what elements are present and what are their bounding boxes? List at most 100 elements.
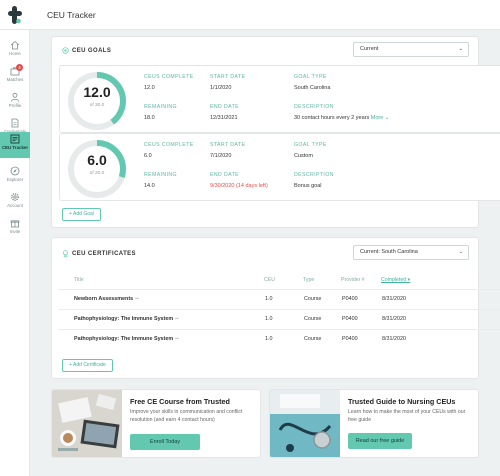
ceu-goals-heading: CEU GOALS: [62, 47, 111, 54]
certificate-title: Pathophysiology: The Immune System ∽: [74, 316, 179, 322]
end-date-label: END DATE: [210, 104, 240, 110]
promo-card-guide: Trusted Guide to Nursing CEUs Learn how …: [269, 389, 479, 458]
table-row[interactable]: Pathophysiology: The Immune System ∽ 1.0…: [59, 329, 500, 349]
certificate-type: Course: [304, 296, 322, 302]
start-date-label: START DATE: [210, 142, 246, 148]
promo-title: Free CE Course from Trusted: [130, 397, 230, 406]
more-link[interactable]: More ⌄: [370, 115, 390, 121]
promo-title: Trusted Guide to Nursing CEUs: [348, 397, 456, 406]
compass-icon: [10, 166, 20, 176]
promo-card-course: Free CE Course from Trusted Improve your…: [51, 389, 261, 458]
remaining-value: 14.0: [144, 183, 155, 189]
end-date-label: END DATE: [210, 172, 240, 178]
table-row[interactable]: Newborn Assessments ∽ 1.0 Course P0400 8…: [59, 289, 500, 309]
goal-progress-ring: [68, 72, 126, 130]
certificate-completed: 8/31/2020: [382, 316, 406, 322]
goal-type-value: Custom: [294, 153, 313, 159]
goal-ring-value: 12.0: [83, 84, 111, 100]
ceu-goals-card: CEU GOALS Current ⌄ 12.0 of 30.0 CEUS CO…: [51, 36, 500, 228]
goal-type-value: South Carolina: [294, 85, 331, 91]
table-row[interactable]: Pathophysiology: The Immune System ∽ 1.0…: [59, 309, 500, 329]
document-icon: [11, 118, 19, 128]
read-guide-button[interactable]: Read our free guide: [348, 433, 412, 449]
sort-desc-icon: ▾: [407, 277, 411, 283]
ceus-complete-value: 6.0: [144, 153, 152, 159]
column-header-type[interactable]: Type: [303, 277, 315, 283]
add-certificate-button[interactable]: + Add Certificate: [62, 359, 113, 372]
sidebar-item-explorer[interactable]: Explorer: [0, 164, 30, 190]
enroll-today-button[interactable]: Enroll Today: [130, 434, 200, 450]
start-date-value: 1/1/2020: [210, 85, 232, 91]
certificate-provider: P0400: [342, 316, 358, 322]
sidebar-item-label: CEU Tracker: [1, 145, 29, 150]
goal-progress-ring: [68, 140, 126, 198]
sidebar-item-account[interactable]: Account: [0, 190, 30, 216]
sidebar-item-label: Profile: [8, 103, 22, 108]
ceus-complete-label: CEUS COMPLETE: [144, 74, 194, 80]
page-title: CEU Tracker: [47, 10, 96, 20]
sidebar-item-ceu-tracker[interactable]: CEU Tracker: [0, 132, 30, 158]
certificates-filter-select[interactable]: Current: South Carolina ⌄: [353, 245, 469, 260]
column-header-completed[interactable]: Completed ▾: [381, 277, 410, 283]
ceu-certificates-card: CEU CERTIFICATES Current: South Carolina…: [51, 237, 500, 379]
certificate-title: Newborn Assessments ∽: [74, 296, 139, 302]
add-goal-button[interactable]: + Add Goal: [62, 208, 101, 221]
description-value: 30 contact hours every 2 years More ⌄: [294, 115, 389, 121]
sidebar-item-label: Matches: [6, 77, 24, 82]
goal-row: 6.0 of 20.0 CEUS COMPLETE 6.0 START DATE…: [59, 133, 500, 201]
column-header-provider[interactable]: Provider #: [341, 277, 365, 283]
remaining-label: REMAINING: [144, 104, 177, 110]
stethoscope-photo-image: [270, 390, 340, 457]
ceu-certificates-title: CEU CERTIFICATES: [72, 251, 136, 258]
sidebar-item-credentials[interactable]: Credentials: [0, 116, 30, 142]
certificate-ceu: 1.0: [265, 316, 273, 322]
goal-ring-total: of 30.0: [89, 103, 105, 108]
certificate-completed: 8/31/2020: [382, 296, 406, 302]
desk-photo-image: [52, 390, 122, 457]
column-header-ceu[interactable]: CEU: [264, 277, 275, 283]
person-icon: [11, 92, 19, 102]
sidebar-item-label: Account: [7, 203, 23, 208]
chevron-down-icon: ⌄: [458, 249, 463, 255]
column-header-completed-label: Completed: [381, 277, 407, 283]
column-header-title[interactable]: Title: [74, 277, 84, 283]
link-icon: ∽: [174, 316, 180, 322]
goal-progress-arc: [68, 72, 126, 130]
ceus-complete-value: 12.0: [144, 85, 155, 91]
end-date-value: 9/30/2020 (14 days left): [210, 183, 268, 189]
certificate-completed: 8/31/2020: [382, 336, 406, 342]
certificate-provider: P0400: [342, 296, 358, 302]
sidebar-item-matches[interactable]: Matches 4: [0, 64, 30, 90]
certificate-title-text: Pathophysiology: The Immune System: [74, 336, 174, 342]
sidebar: Home Matches 4 Profile Credentials CEU T…: [0, 30, 30, 476]
sidebar-item-profile[interactable]: Profile: [0, 90, 30, 116]
sidebar-item-label: Invite: [9, 229, 21, 234]
description-value: Bonus goal: [294, 183, 322, 189]
tracker-icon: [10, 134, 20, 144]
sidebar-item-invite[interactable]: Invite: [0, 216, 30, 242]
link-icon: ∽: [174, 336, 180, 342]
goal-ring-total: of 20.0: [89, 171, 105, 176]
start-date-value: 7/1/2020: [210, 153, 232, 159]
description-label: DESCRIPTION: [294, 172, 334, 178]
goal-type-label: GOAL TYPE: [294, 74, 327, 80]
certificate-ceu: 1.0: [265, 296, 273, 302]
goal-ring-value: 6.0: [87, 152, 107, 168]
sidebar-item-label: Explorer: [6, 177, 24, 182]
home-icon: [10, 40, 20, 50]
promo-description: Learn how to make the most of your CEUs …: [348, 409, 466, 423]
goals-filter-value: Current: [360, 46, 379, 52]
certificates-filter-value: Current: South Carolina: [360, 249, 418, 255]
certificate-type: Course: [304, 336, 322, 342]
goals-filter-select[interactable]: Current ⌄: [353, 42, 469, 57]
sidebar-item-label: Home: [9, 51, 21, 56]
certificate-title-text: Newborn Assessments: [74, 296, 134, 302]
remaining-label: REMAINING: [144, 172, 177, 178]
certificate-title-text: Pathophysiology: The Immune System: [74, 316, 174, 322]
start-date-label: START DATE: [210, 74, 246, 80]
certificate-provider: P0400: [342, 336, 358, 342]
trusted-logo-icon[interactable]: [8, 6, 22, 24]
notification-badge: 4: [16, 64, 23, 71]
goal-type-label: GOAL TYPE: [294, 142, 327, 148]
sidebar-item-home[interactable]: Home: [0, 38, 30, 64]
